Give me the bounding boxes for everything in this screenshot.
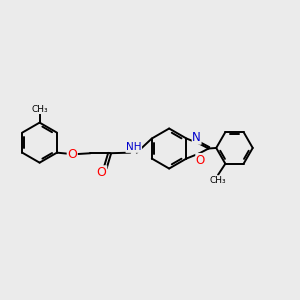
Text: NH: NH xyxy=(126,142,142,152)
Text: CH₃: CH₃ xyxy=(209,176,226,185)
Text: O: O xyxy=(97,166,106,179)
Text: CH₃: CH₃ xyxy=(31,105,48,114)
Text: O: O xyxy=(67,148,77,160)
Text: O: O xyxy=(196,154,205,166)
Text: N: N xyxy=(192,131,201,144)
